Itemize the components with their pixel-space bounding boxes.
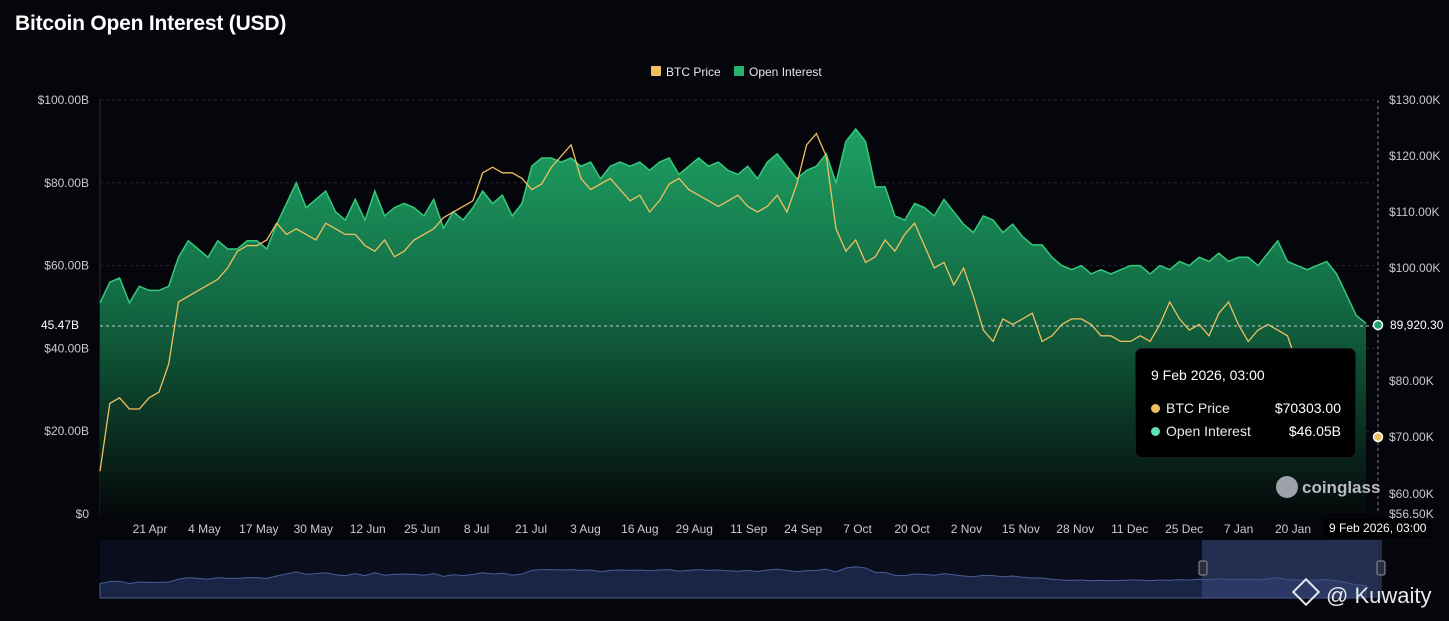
x-tick-label: 25 Jun: [404, 522, 440, 536]
x-tick-label: 2 Nov: [951, 522, 982, 536]
x-tick-label: 7 Jan: [1224, 522, 1253, 536]
range-navigator[interactable]: [99, 540, 1386, 599]
left-tick-label: $80.00B: [44, 176, 89, 190]
tooltip-date: 9 Feb 2026, 03:00: [1151, 367, 1265, 383]
x-tick-label: 11 Sep: [730, 522, 767, 536]
x-tick-label: 30 May: [294, 522, 333, 536]
credit: @ Kuwaity: [1291, 577, 1432, 609]
legend-swatch-btc-price[interactable]: [651, 66, 661, 76]
right-tick-label: $80.00K: [1389, 374, 1434, 388]
x-tick-label: 7 Oct: [843, 522, 872, 536]
left-tick-label: $100.00B: [38, 93, 89, 107]
left-tick-label: $60.00B: [44, 259, 89, 273]
x-tick-label: 29 Aug: [676, 522, 713, 536]
x-tick-label: 28 Nov: [1056, 522, 1094, 536]
right-tick-label: $130.00K: [1389, 93, 1440, 107]
btc-price-dot-icon: [1151, 404, 1160, 413]
left-tick-label: $0: [76, 507, 90, 521]
crosshair-date-label: 9 Feb 2026, 03:00: [1324, 519, 1432, 538]
x-tick-label: 17 May: [239, 522, 278, 536]
tooltip: 9 Feb 2026, 03:00 BTC Price $70303.00 Op…: [1136, 349, 1355, 457]
legend-label[interactable]: BTC Price: [666, 65, 721, 79]
x-tick-label: 8 Jul: [464, 522, 489, 536]
right-tick-label: $110.00K: [1389, 205, 1440, 219]
right-tick-label: $120.00K: [1389, 149, 1440, 163]
x-axis: 21 Apr 4 May 17 May 30 May 12 Jun 25 Jun 8 Jul…: [133, 522, 1311, 536]
navigator-handle-right[interactable]: [1376, 560, 1386, 576]
x-tick-label: 12 Jun: [350, 522, 386, 536]
crosshair-right-value: 89,920.30: [1390, 318, 1444, 332]
left-tick-label: $40.00B: [44, 341, 89, 355]
right-tick-label: $100.00K: [1389, 261, 1440, 275]
legend[interactable]: BTC Price Open Interest: [651, 65, 822, 79]
tooltip-row-open-interest: Open Interest $46.05B: [1151, 423, 1341, 439]
crosshair: [100, 100, 1384, 514]
chart-title: Bitcoin Open Interest (USD): [15, 12, 287, 35]
x-tick-label: 16 Aug: [621, 522, 658, 536]
open-interest-area: [100, 129, 1366, 514]
tooltip-value: $70303.00: [1274, 400, 1341, 416]
left-axis: $100.00B $80.00B $60.00B $40.00B $20.00B $0: [38, 93, 90, 521]
right-tick-label: $56.50K: [1389, 507, 1434, 521]
right-tick-label: $70.00K: [1389, 430, 1434, 444]
diamond-icon: [1291, 577, 1321, 607]
btc-price-line: [99, 132, 1328, 472]
watermark-text: coinglass: [1302, 478, 1381, 497]
x-tick-label: 21 Jul: [515, 522, 547, 536]
x-tick-label: 25 Dec: [1165, 522, 1203, 536]
open-interest-line: [99, 127, 1367, 325]
x-tick-label: 21 Apr: [133, 522, 168, 536]
x-tick-label: 4 May: [188, 522, 221, 536]
btc-price-marker: [1372, 431, 1384, 443]
right-tick-label: $60.00K: [1389, 487, 1434, 501]
legend-swatch-open-interest[interactable]: [734, 66, 744, 76]
navigator-series: [99, 566, 1367, 599]
tooltip-value: $46.05B: [1288, 423, 1341, 439]
x-tick-label: 11 Dec: [1111, 522, 1148, 536]
tooltip-label: Open Interest: [1166, 423, 1251, 439]
x-tick-label: 20 Jan: [1275, 522, 1311, 536]
navigator-handle-left[interactable]: [1198, 560, 1208, 576]
crosshair-left-value: 45.47B: [41, 318, 80, 332]
legend-label[interactable]: Open Interest: [749, 65, 822, 79]
open-interest-dot-icon: [1151, 427, 1160, 436]
credit-text: @ Kuwaity: [1326, 583, 1432, 608]
x-tick-label: 15 Nov: [1002, 522, 1040, 536]
x-tick-label: 24 Sep: [784, 522, 822, 536]
x-tick-label: 20 Oct: [894, 522, 930, 536]
coinglass-watermark: coinglass: [1276, 476, 1380, 498]
left-tick-label: $20.00B: [44, 424, 89, 438]
coinglass-logo-icon: [1276, 476, 1298, 498]
open-interest-marker: [1372, 319, 1384, 331]
series-layer: [99, 127, 1367, 514]
right-axis: $130.00K $120.00K $110.00K $100.00K $80.00K $…: [1389, 93, 1440, 521]
navigator-selection[interactable]: [1202, 540, 1382, 598]
tooltip-row-btc-price: BTC Price $70303.00: [1151, 400, 1341, 416]
x-tick-label: 3 Aug: [570, 522, 601, 536]
tooltip-label: BTC Price: [1166, 400, 1230, 416]
